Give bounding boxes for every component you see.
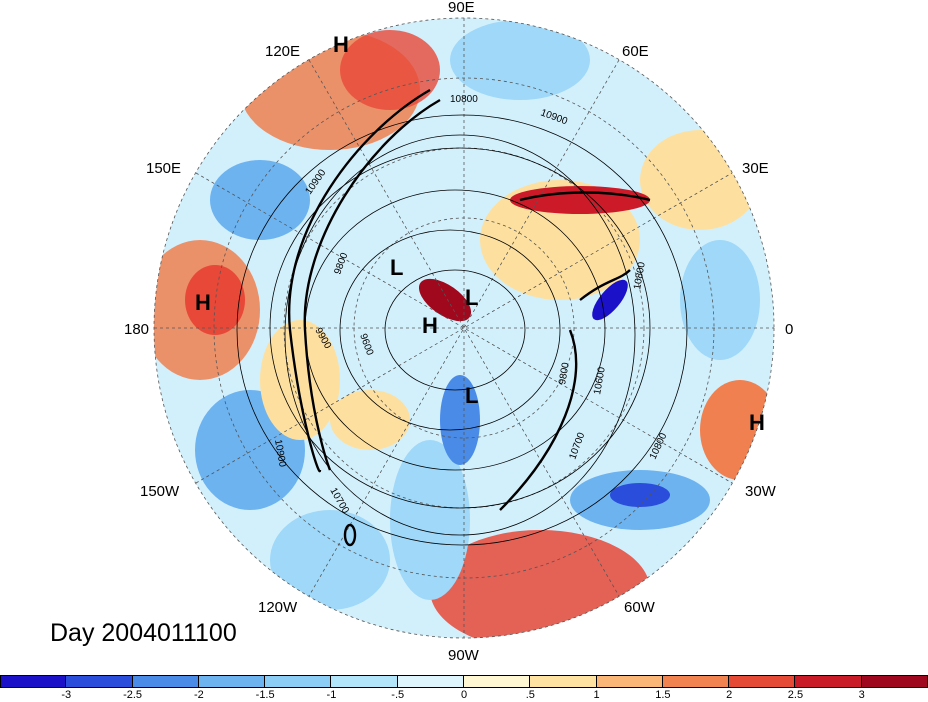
- colorbar-tick-label: -1.5: [255, 689, 275, 701]
- high-pressure-marker: H: [195, 290, 211, 315]
- anomaly-field: [154, 18, 774, 638]
- lon-label: 60E: [622, 43, 649, 60]
- low-pressure-marker: L: [390, 255, 403, 280]
- colorbar-tick-label: -2: [193, 689, 204, 701]
- colorbar-tick-label: 1.5: [655, 689, 671, 701]
- high-pressure-marker: H: [749, 410, 765, 435]
- contour-label: 10900: [272, 439, 288, 469]
- lon-label: 150W: [140, 483, 180, 500]
- contour-label: 9800: [557, 361, 572, 385]
- colorbar-tick-label: -1: [326, 689, 337, 701]
- colorbar-tick-label: 2: [726, 689, 733, 701]
- colorbar-cell: [596, 675, 663, 688]
- date-label: Day 2004011100: [50, 619, 237, 647]
- pressure-systems: H H L L H L H: [195, 32, 765, 435]
- colorbar-cell: [795, 675, 862, 688]
- colorbar-cell: [530, 675, 597, 688]
- lon-label: 90E: [448, 0, 475, 16]
- lon-label: 90W: [448, 647, 480, 664]
- colorbar-cell: [265, 675, 332, 688]
- lon-label: 0: [785, 321, 793, 338]
- longitude-labels: 90E 120E 60E 150E 30E 180 0 150W 30W 120…: [124, 0, 793, 664]
- low-pressure-marker: L: [465, 383, 478, 408]
- colorbar-tick-label: -2.5: [123, 689, 143, 701]
- lon-label: 120W: [258, 599, 298, 616]
- colorbar-cell: [729, 675, 796, 688]
- low-pressure-marker: L: [465, 285, 478, 310]
- lon-label: 30W: [745, 483, 777, 500]
- lon-label: 30E: [742, 160, 769, 177]
- colorbar-cell: [861, 675, 928, 688]
- colorbar-cell: [464, 675, 531, 688]
- lon-label: 150E: [146, 160, 181, 177]
- colorbar-cell: [331, 675, 398, 688]
- high-pressure-marker: H: [333, 32, 349, 57]
- colorbar-cell: [662, 675, 730, 688]
- contour-label: 10800: [450, 94, 478, 105]
- colorbar-tick-label: .5: [525, 689, 535, 701]
- colorbar: -3 -2.5 -2 -1.5 -1 -.5 0 .5 1 1.5 2 2.5 3: [0, 675, 928, 702]
- colorbar-cell: [0, 675, 67, 688]
- lon-label: 180: [124, 321, 149, 338]
- colorbar-tick-label: 3: [858, 689, 865, 701]
- colorbar-tick-label: 1: [593, 689, 600, 701]
- colorbar-cell: [198, 675, 266, 688]
- lon-label: 60W: [624, 599, 656, 616]
- high-pressure-marker: H: [422, 313, 438, 338]
- colorbar-tick-label: 0: [460, 689, 468, 701]
- jet-contours: [287, 88, 651, 547]
- colorbar-tick-label: -.5: [391, 689, 405, 701]
- colorbar-tick-label: 2.5: [787, 689, 804, 701]
- colorbar-cell: [397, 675, 464, 688]
- contour-label: 10800: [632, 261, 648, 291]
- colorbar-cell: [66, 675, 133, 688]
- colorbar-cell: [132, 675, 199, 688]
- lon-label: 120E: [265, 43, 300, 60]
- contour-label: 10600: [592, 366, 608, 396]
- colorbar-tick-label: -3: [61, 689, 72, 701]
